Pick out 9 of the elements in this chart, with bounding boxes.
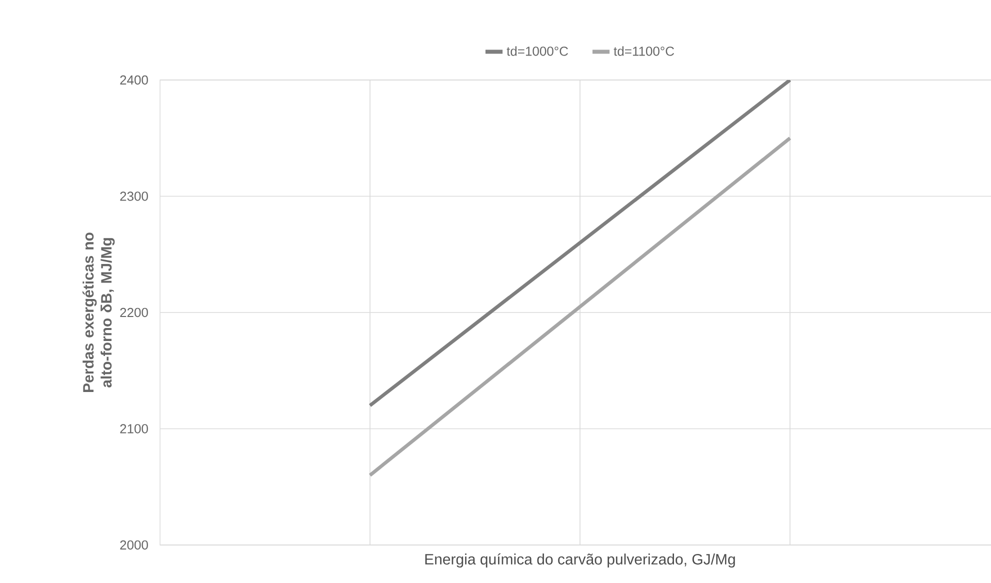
y-tick-label: 2100 xyxy=(120,424,148,434)
y-tick-label: 2000 xyxy=(120,540,148,550)
y-tick-label: 2300 xyxy=(120,192,148,201)
x-axis-title: Energia química do carvão pulverizado, GJ/Mg xyxy=(425,553,735,568)
legend-label: td=1100°C xyxy=(614,46,674,56)
y-axis-title: Perdas exergéticas no alto-forno δB, MJ/Mg xyxy=(82,232,115,392)
y-tick-label: 2200 xyxy=(120,308,148,318)
y-tick-label: 2400 xyxy=(120,75,148,85)
legend-label: td=1000°C xyxy=(506,46,568,56)
